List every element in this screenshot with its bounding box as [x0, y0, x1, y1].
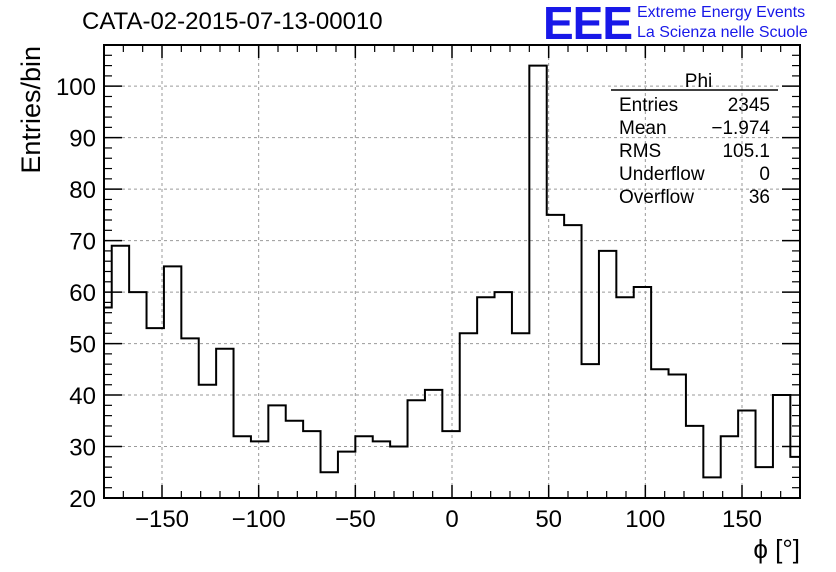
stats-label: Mean: [619, 118, 667, 139]
run-title: CATA-02-2015-07-13-00010: [82, 8, 383, 35]
y-tick-label: 60: [69, 280, 96, 307]
x-tick-label: 50: [535, 506, 562, 533]
x-tick-label: −150: [135, 506, 189, 533]
y-tick-label: 90: [69, 126, 96, 153]
axis-ticks: [103, 44, 801, 499]
stats-title: Phi: [685, 71, 712, 92]
y-tick-label: 40: [69, 383, 96, 410]
y-tick-label: 80: [69, 177, 96, 204]
stats-box: Phi Entries 2345 Mean −1.974 RMS 105.1 Underflo…: [611, 71, 778, 208]
logo-caption-line2: La Scienza nelle Scuole: [637, 24, 808, 41]
stats-value: 2345: [728, 95, 770, 116]
logo-caption: Extreme Energy Events La Scienza nelle S…: [637, 3, 808, 43]
stats-label: Underflow: [619, 164, 705, 185]
y-tick-label: 100: [56, 74, 96, 101]
y-tick-label: 20: [69, 486, 96, 513]
stats-label: RMS: [619, 141, 661, 162]
eee-logo: EEE: [543, 0, 633, 49]
stats-label: Entries: [619, 95, 678, 116]
logo-caption-line1: Extreme Energy Events: [637, 4, 806, 21]
histogram-bars: [104, 64, 801, 479]
y-tick-label: 70: [69, 229, 96, 256]
stats-value: 105.1: [722, 141, 770, 162]
stats-label: Overflow: [619, 187, 694, 208]
x-tick-label: −50: [335, 506, 376, 533]
y-tick-label: 30: [69, 435, 96, 462]
stats-value: 36: [749, 187, 770, 208]
grid-lines: [104, 45, 800, 498]
histogram-outline: [104, 64, 801, 479]
x-tick-label: −100: [232, 506, 286, 533]
tick-labels: −150 −100 −50 0 50 100 150 20 30 40 50 60 70 80 90 100: [56, 74, 762, 533]
y-tick-label: 50: [69, 332, 96, 359]
stats-value: 0: [759, 164, 770, 185]
x-tick-label: 150: [722, 506, 762, 533]
stats-value: −1.974: [711, 118, 770, 139]
x-axis-label: ϕ [°]: [753, 534, 800, 564]
y-axis-label: Entries/bin: [16, 46, 46, 174]
x-tick-label: 100: [625, 506, 665, 533]
x-tick-label: 0: [445, 506, 458, 533]
